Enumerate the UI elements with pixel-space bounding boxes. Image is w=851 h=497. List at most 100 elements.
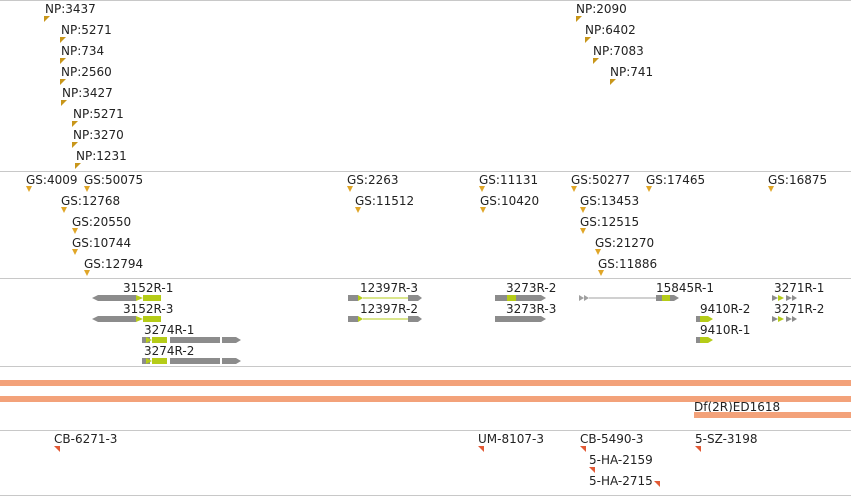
transcript-label[interactable]: 15845R-1 bbox=[656, 281, 714, 295]
gs-marker-icon[interactable] bbox=[580, 228, 586, 234]
gs-label[interactable]: GS:20550 bbox=[72, 215, 132, 229]
np-label[interactable]: NP:3427 bbox=[62, 86, 113, 100]
gs-marker-icon[interactable] bbox=[646, 186, 652, 192]
np-label[interactable]: NP:741 bbox=[610, 65, 654, 79]
gs-marker-icon[interactable] bbox=[72, 249, 78, 255]
strain-marker-icon[interactable] bbox=[589, 467, 595, 473]
transcript-model[interactable] bbox=[142, 337, 241, 343]
gs-marker-icon[interactable] bbox=[580, 207, 586, 213]
gs-marker-icon[interactable] bbox=[347, 186, 353, 192]
np-label[interactable]: NP:3270 bbox=[73, 128, 124, 142]
gs-marker-icon[interactable] bbox=[598, 270, 604, 276]
strain-label[interactable]: CB-6271-3 bbox=[54, 432, 118, 446]
np-marker-icon[interactable] bbox=[72, 121, 78, 127]
np-marker-icon[interactable] bbox=[585, 37, 591, 43]
gs-label[interactable]: GS:16875 bbox=[768, 173, 828, 187]
gs-label[interactable]: GS:10744 bbox=[72, 236, 132, 250]
transcript-model[interactable] bbox=[579, 295, 679, 301]
transcript-model[interactable] bbox=[696, 316, 713, 322]
gs-label[interactable]: GS:11512 bbox=[355, 194, 415, 208]
transcript-model[interactable] bbox=[142, 358, 241, 364]
np-marker-icon[interactable] bbox=[593, 58, 599, 64]
strain-marker-icon[interactable] bbox=[654, 481, 660, 487]
gs-label[interactable]: GS:12768 bbox=[61, 194, 121, 208]
strain-label[interactable]: 5-HA-2715 bbox=[589, 474, 653, 488]
np-label[interactable]: NP:1231 bbox=[76, 149, 127, 163]
transcript-model[interactable] bbox=[348, 316, 422, 322]
gs-label[interactable]: GS:12515 bbox=[580, 215, 640, 229]
gs-marker-icon[interactable] bbox=[84, 186, 90, 192]
gs-marker-icon[interactable] bbox=[355, 207, 361, 213]
np-label[interactable]: NP:7083 bbox=[593, 44, 644, 58]
gs-label[interactable]: GS:50277 bbox=[571, 173, 631, 187]
strain-marker-icon[interactable] bbox=[695, 446, 701, 452]
strain-marker-icon[interactable] bbox=[478, 446, 484, 452]
np-marker-icon[interactable] bbox=[75, 163, 81, 169]
transcript-model[interactable] bbox=[348, 295, 422, 301]
transcript-label[interactable]: 9410R-2 bbox=[700, 302, 751, 316]
gs-marker-icon[interactable] bbox=[72, 228, 78, 234]
transcript-label[interactable]: 3271R-2 bbox=[774, 302, 825, 316]
transcript-label[interactable]: 3271R-1 bbox=[774, 281, 825, 295]
transcript-model[interactable] bbox=[772, 316, 797, 322]
transcript-model[interactable] bbox=[495, 295, 546, 301]
gs-label[interactable]: GS:50075 bbox=[84, 173, 144, 187]
np-label[interactable]: NP:5271 bbox=[73, 107, 124, 121]
np-marker-icon[interactable] bbox=[610, 79, 616, 85]
gs-marker-icon[interactable] bbox=[595, 249, 601, 255]
gs-label[interactable]: GS:11131 bbox=[479, 173, 539, 187]
gs-marker-icon[interactable] bbox=[479, 186, 485, 192]
np-marker-icon[interactable] bbox=[60, 58, 66, 64]
np-marker-icon[interactable] bbox=[61, 100, 67, 106]
deficiency-bar[interactable] bbox=[0, 396, 851, 402]
gs-label[interactable]: GS:2263 bbox=[347, 173, 399, 187]
strain-label[interactable]: UM-8107-3 bbox=[478, 432, 544, 446]
np-marker-icon[interactable] bbox=[60, 79, 66, 85]
gs-label[interactable]: GS:11886 bbox=[598, 257, 658, 271]
transcript-label[interactable]: 3274R-2 bbox=[144, 344, 195, 358]
gs-marker-icon[interactable] bbox=[26, 186, 32, 192]
np-label[interactable]: NP:6402 bbox=[585, 23, 636, 37]
gs-label[interactable]: GS:17465 bbox=[646, 173, 706, 187]
np-marker-icon[interactable] bbox=[72, 142, 78, 148]
np-marker-icon[interactable] bbox=[576, 16, 582, 22]
gs-label[interactable]: GS:10420 bbox=[480, 194, 540, 208]
gs-label[interactable]: GS:13453 bbox=[580, 194, 640, 208]
deficiency-bar[interactable] bbox=[694, 412, 851, 418]
strain-marker-icon[interactable] bbox=[580, 446, 586, 452]
transcript-label[interactable]: 3273R-3 bbox=[506, 302, 557, 316]
gs-marker-icon[interactable] bbox=[480, 207, 486, 213]
np-marker-icon[interactable] bbox=[44, 16, 50, 22]
strain-label[interactable]: 5-SZ-3198 bbox=[695, 432, 758, 446]
np-label[interactable]: NP:734 bbox=[61, 44, 105, 58]
np-label[interactable]: NP:3437 bbox=[45, 2, 96, 16]
gs-marker-icon[interactable] bbox=[84, 270, 90, 276]
gs-label[interactable]: GS:12794 bbox=[84, 257, 144, 271]
transcript-label[interactable]: 12397R-2 bbox=[360, 302, 418, 316]
transcript-label[interactable]: 3152R-3 bbox=[123, 302, 174, 316]
transcript-model[interactable] bbox=[92, 295, 161, 301]
transcript-label[interactable]: 3152R-1 bbox=[123, 281, 174, 295]
transcript-label[interactable]: 3273R-2 bbox=[506, 281, 557, 295]
transcript-model[interactable] bbox=[495, 316, 546, 322]
transcript-model[interactable] bbox=[696, 337, 713, 343]
deficiency-bar[interactable] bbox=[0, 380, 851, 386]
np-label[interactable]: NP:5271 bbox=[61, 23, 112, 37]
np-label[interactable]: NP:2560 bbox=[61, 65, 112, 79]
strain-label[interactable]: 5-HA-2159 bbox=[589, 453, 653, 467]
transcript-label[interactable]: 12397R-3 bbox=[360, 281, 418, 295]
np-marker-icon[interactable] bbox=[60, 37, 66, 43]
np-label[interactable]: NP:2090 bbox=[576, 2, 627, 16]
transcript-model[interactable] bbox=[92, 316, 161, 322]
gs-label[interactable]: GS:21270 bbox=[595, 236, 655, 250]
gs-marker-icon[interactable] bbox=[571, 186, 577, 192]
gs-marker-icon[interactable] bbox=[61, 207, 67, 213]
gs-label[interactable]: GS:4009 bbox=[26, 173, 78, 187]
gs-marker-icon[interactable] bbox=[768, 186, 774, 192]
transcript-label[interactable]: 3274R-1 bbox=[144, 323, 195, 337]
deficiency-label[interactable]: Df(2R)ED1618 bbox=[694, 400, 781, 414]
strain-marker-icon[interactable] bbox=[54, 446, 60, 452]
transcript-label[interactable]: 9410R-1 bbox=[700, 323, 751, 337]
strain-label[interactable]: CB-5490-3 bbox=[580, 432, 644, 446]
transcript-model[interactable] bbox=[772, 295, 797, 301]
